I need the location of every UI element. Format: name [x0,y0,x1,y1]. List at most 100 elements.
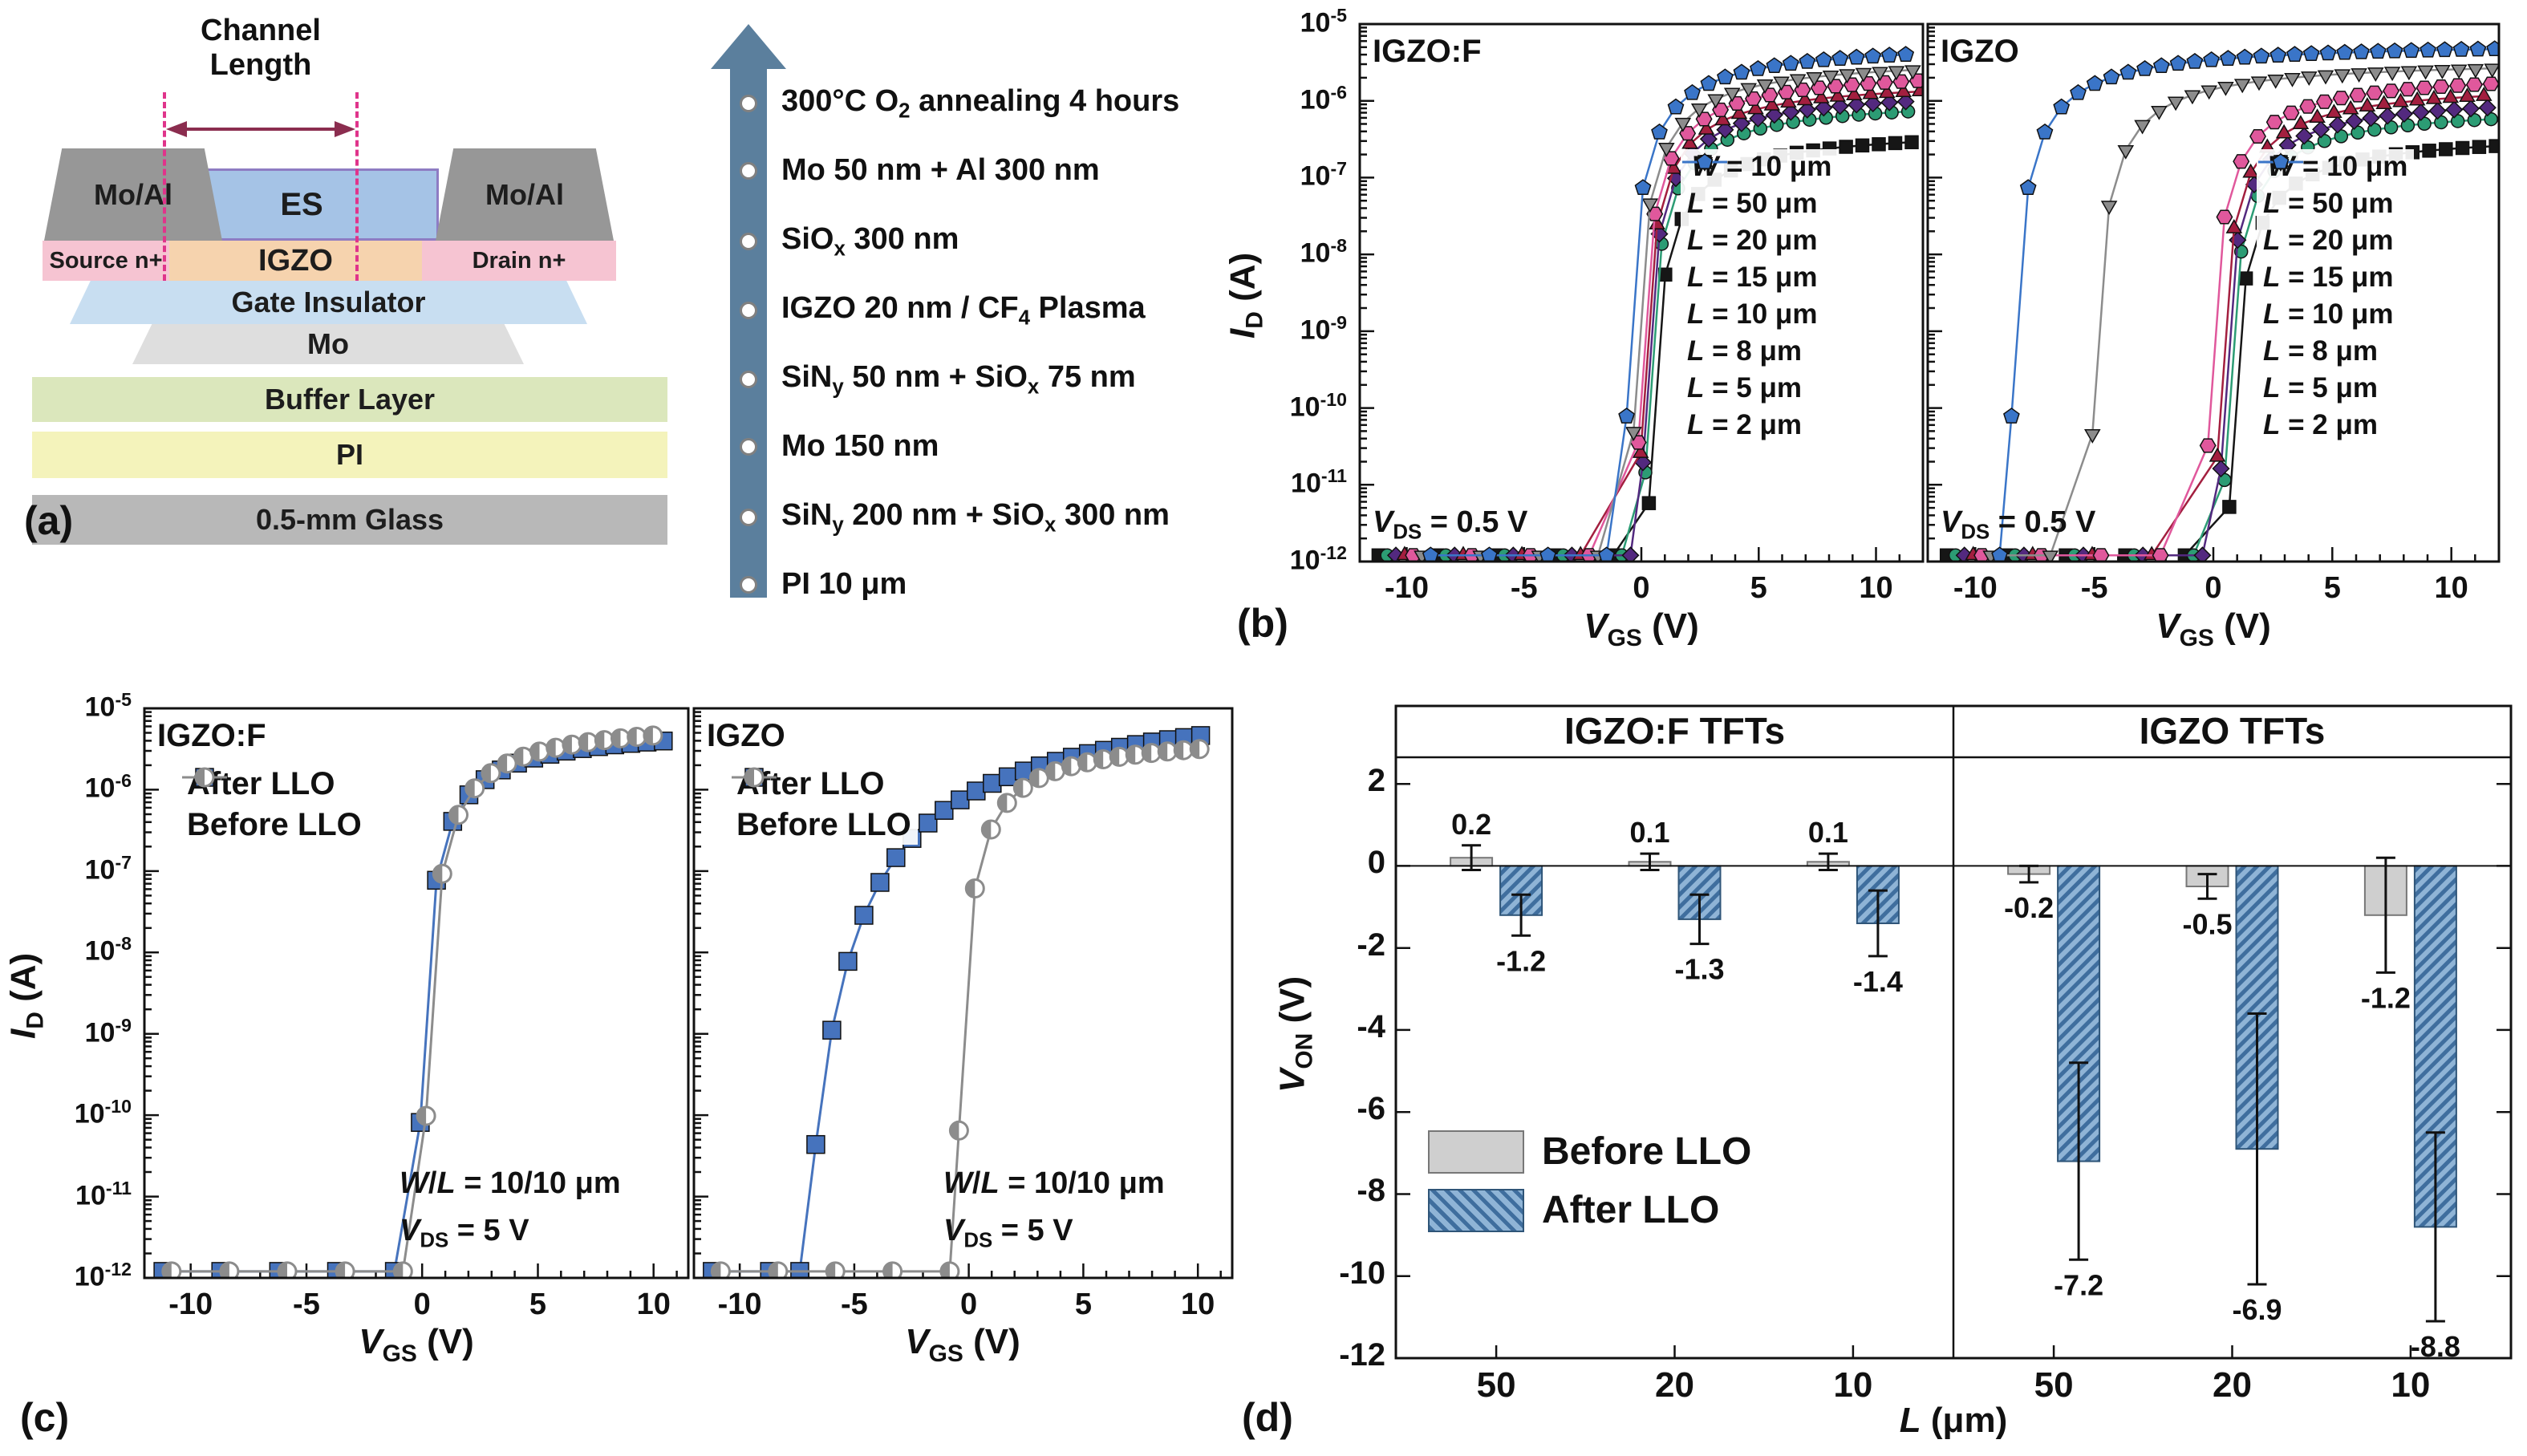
b-left-vds-annotation: VDS = 0.5 V [1373,505,1528,544]
vds-annotation: VDS = 5 V [943,1213,1073,1252]
b-left-plot-title: IGZO:F [1373,34,1482,69]
process-step-label: SiNy 50 nm + SiOx 75 nm [781,360,1136,399]
c-y-axis-title: ID (A) [3,952,49,1039]
series-curve [710,739,1210,1278]
y-tick-label: 0 [1367,845,1385,881]
value-label: -0.5 [2182,907,2232,940]
y-tick-label: -4 [1357,1008,1385,1044]
layer-source-n-plus: Source n+ [43,241,169,281]
c-right-x-axis-title: VGS (V) [905,1322,1020,1367]
bar: -1.4 [1853,865,1903,998]
bar: -1.2 [1496,865,1546,977]
legend-item: L = 2 μm [1682,153,1831,441]
bullet-icon [740,161,757,180]
legend-label: L = 5 μm [1687,372,1803,404]
plot-frame [1926,22,2501,563]
x-tick-label: 0 [2205,571,2222,605]
legend-marker-icon [2258,153,2303,169]
legend-label: L = 8 μm [2263,335,2379,367]
before-llo-swatch-icon [1428,1130,1524,1174]
process-step-label: Mo 150 nm [781,429,939,463]
y-tick-label: -2 [1357,927,1385,963]
bullet-icon [740,437,757,456]
value-label: -7.2 [2054,1268,2103,1301]
category-label: 50 [1477,1365,1516,1405]
process-step: IGZO 20 nm / CF4 Plasma [738,291,1146,331]
legend-label: L = 10 μm [2263,298,2394,330]
von-bar-chart: 0.2 -1.2 50 0.1 -1.3 20 0.1 -1.4 10 -0.2 -7.2 50 -0.… [1394,704,2513,1405]
axis-ticks [1396,782,2511,1360]
x-tick-label: -10 [717,1288,762,1321]
legend-label: L = 15 μm [1687,262,1818,293]
category-label: 10 [1833,1365,1872,1405]
legend-item-after-llo: After LLO [1428,1188,1751,1232]
legend-label: Before LLO [187,807,362,842]
process-step: SiNy 50 nm + SiOx 75 nm [738,360,1136,399]
bullet-icon [740,95,757,113]
y-tick-label: -8 [1357,1173,1385,1209]
x-tick-label: -5 [2080,571,2108,605]
bullet-icon [740,371,757,389]
x-tick-label: 10 [1859,571,1893,605]
x-tick-label: 5 [529,1288,547,1321]
legend-item: L = 15 μm [1682,152,1831,294]
y-tick-label: 10-10 [74,1096,132,1130]
bar: -1.3 [1674,865,1725,986]
x-tick-label: -5 [840,1288,868,1321]
legend-item: L = 20 μm [1682,155,1831,257]
c-left-annotation: W/L = 10/10 μm VDS = 5 V [400,1160,621,1257]
process-step-label: 300°C O2 annealing 4 hours [781,84,1180,123]
c-right-legend: After LLO Before LLO [730,765,918,845]
legend-item: Before LLO [182,767,362,843]
category-label: 50 [2034,1365,2074,1405]
y-tick-label: -10 [1339,1255,1385,1291]
vds-annotation: VDS = 5 V [400,1213,529,1252]
value-label: -6.9 [2232,1293,2282,1326]
panel-a-device-structure: Channel Length Mo/Al Mo/Al ES Source n+ … [20,12,1223,662]
legend-item: L = 8 μm [2258,154,2407,367]
y-tick-label: 10-10 [1289,388,1347,422]
process-step: SiOx 300 nm [738,222,959,262]
process-step: Mo 50 nm + Al 300 nm [738,153,1100,188]
device-cross-section: Channel Length Mo/Al Mo/Al ES Source n+ … [20,12,678,574]
bar: -8.8 [2411,865,2460,1363]
x-tick-label: -5 [1510,571,1538,605]
value-label: -1.3 [1674,953,1724,986]
legend-label: After LLO [1542,1189,1720,1231]
series-curve [1422,46,1915,562]
layer-gate-metal-mo: Mo [132,324,524,364]
series-curve [1405,73,1923,562]
legend-label: L = 10 μm [1687,298,1818,330]
legend-item: L = 50 μm [2258,155,2407,220]
y-tick-label: -12 [1339,1337,1385,1373]
value-label: 0.2 [1451,808,1491,841]
b-right-plot-title: IGZO [1941,34,2019,69]
layer-gate-insulator: Gate Insulator [70,281,587,324]
process-step-label: SiOx 300 nm [781,222,959,261]
y-tick-label: 2 [1367,763,1385,799]
process-step: 300°C O2 annealing 4 hours [738,84,1179,124]
legend-label: L = 15 μm [2263,262,2394,293]
x-tick-label: 0 [413,1288,431,1321]
wl-annotation: W/L = 10/10 μm [400,1166,621,1200]
panel-c-llo-comparison: ID (A) IGZO:F IGZO After LLO Before LLO A… [4,680,1239,1434]
c-left-plot-title: IGZO:F [157,718,266,753]
legend-item: L = 5 μm [1682,157,1831,404]
x-tick-label: 10 [636,1288,671,1321]
process-step: PI 10 μm [738,567,907,602]
c-right-plot-title: IGZO [707,718,785,753]
category-label: 10 [2391,1365,2430,1405]
legend-item: L = 20 μm [2258,155,2407,257]
x-tick-label: 0 [1633,571,1650,605]
y-tick-label: 10-11 [75,1177,132,1211]
channel-boundary-left [163,92,166,281]
c-left-legend: After LLO Before LLO [180,765,368,845]
layer-drain-n-plus: Drain n+ [422,241,616,281]
y-tick-label: 10-12 [1289,542,1347,576]
value-label: -1.2 [2361,981,2411,1014]
bar: 0.2 [1450,808,1494,871]
bar: 0.1 [1806,816,1850,871]
process-step-label: PI 10 μm [781,567,907,601]
legend-item-before-llo: Before LLO [1428,1130,1751,1174]
y-tick-label: 10-6 [84,770,132,804]
